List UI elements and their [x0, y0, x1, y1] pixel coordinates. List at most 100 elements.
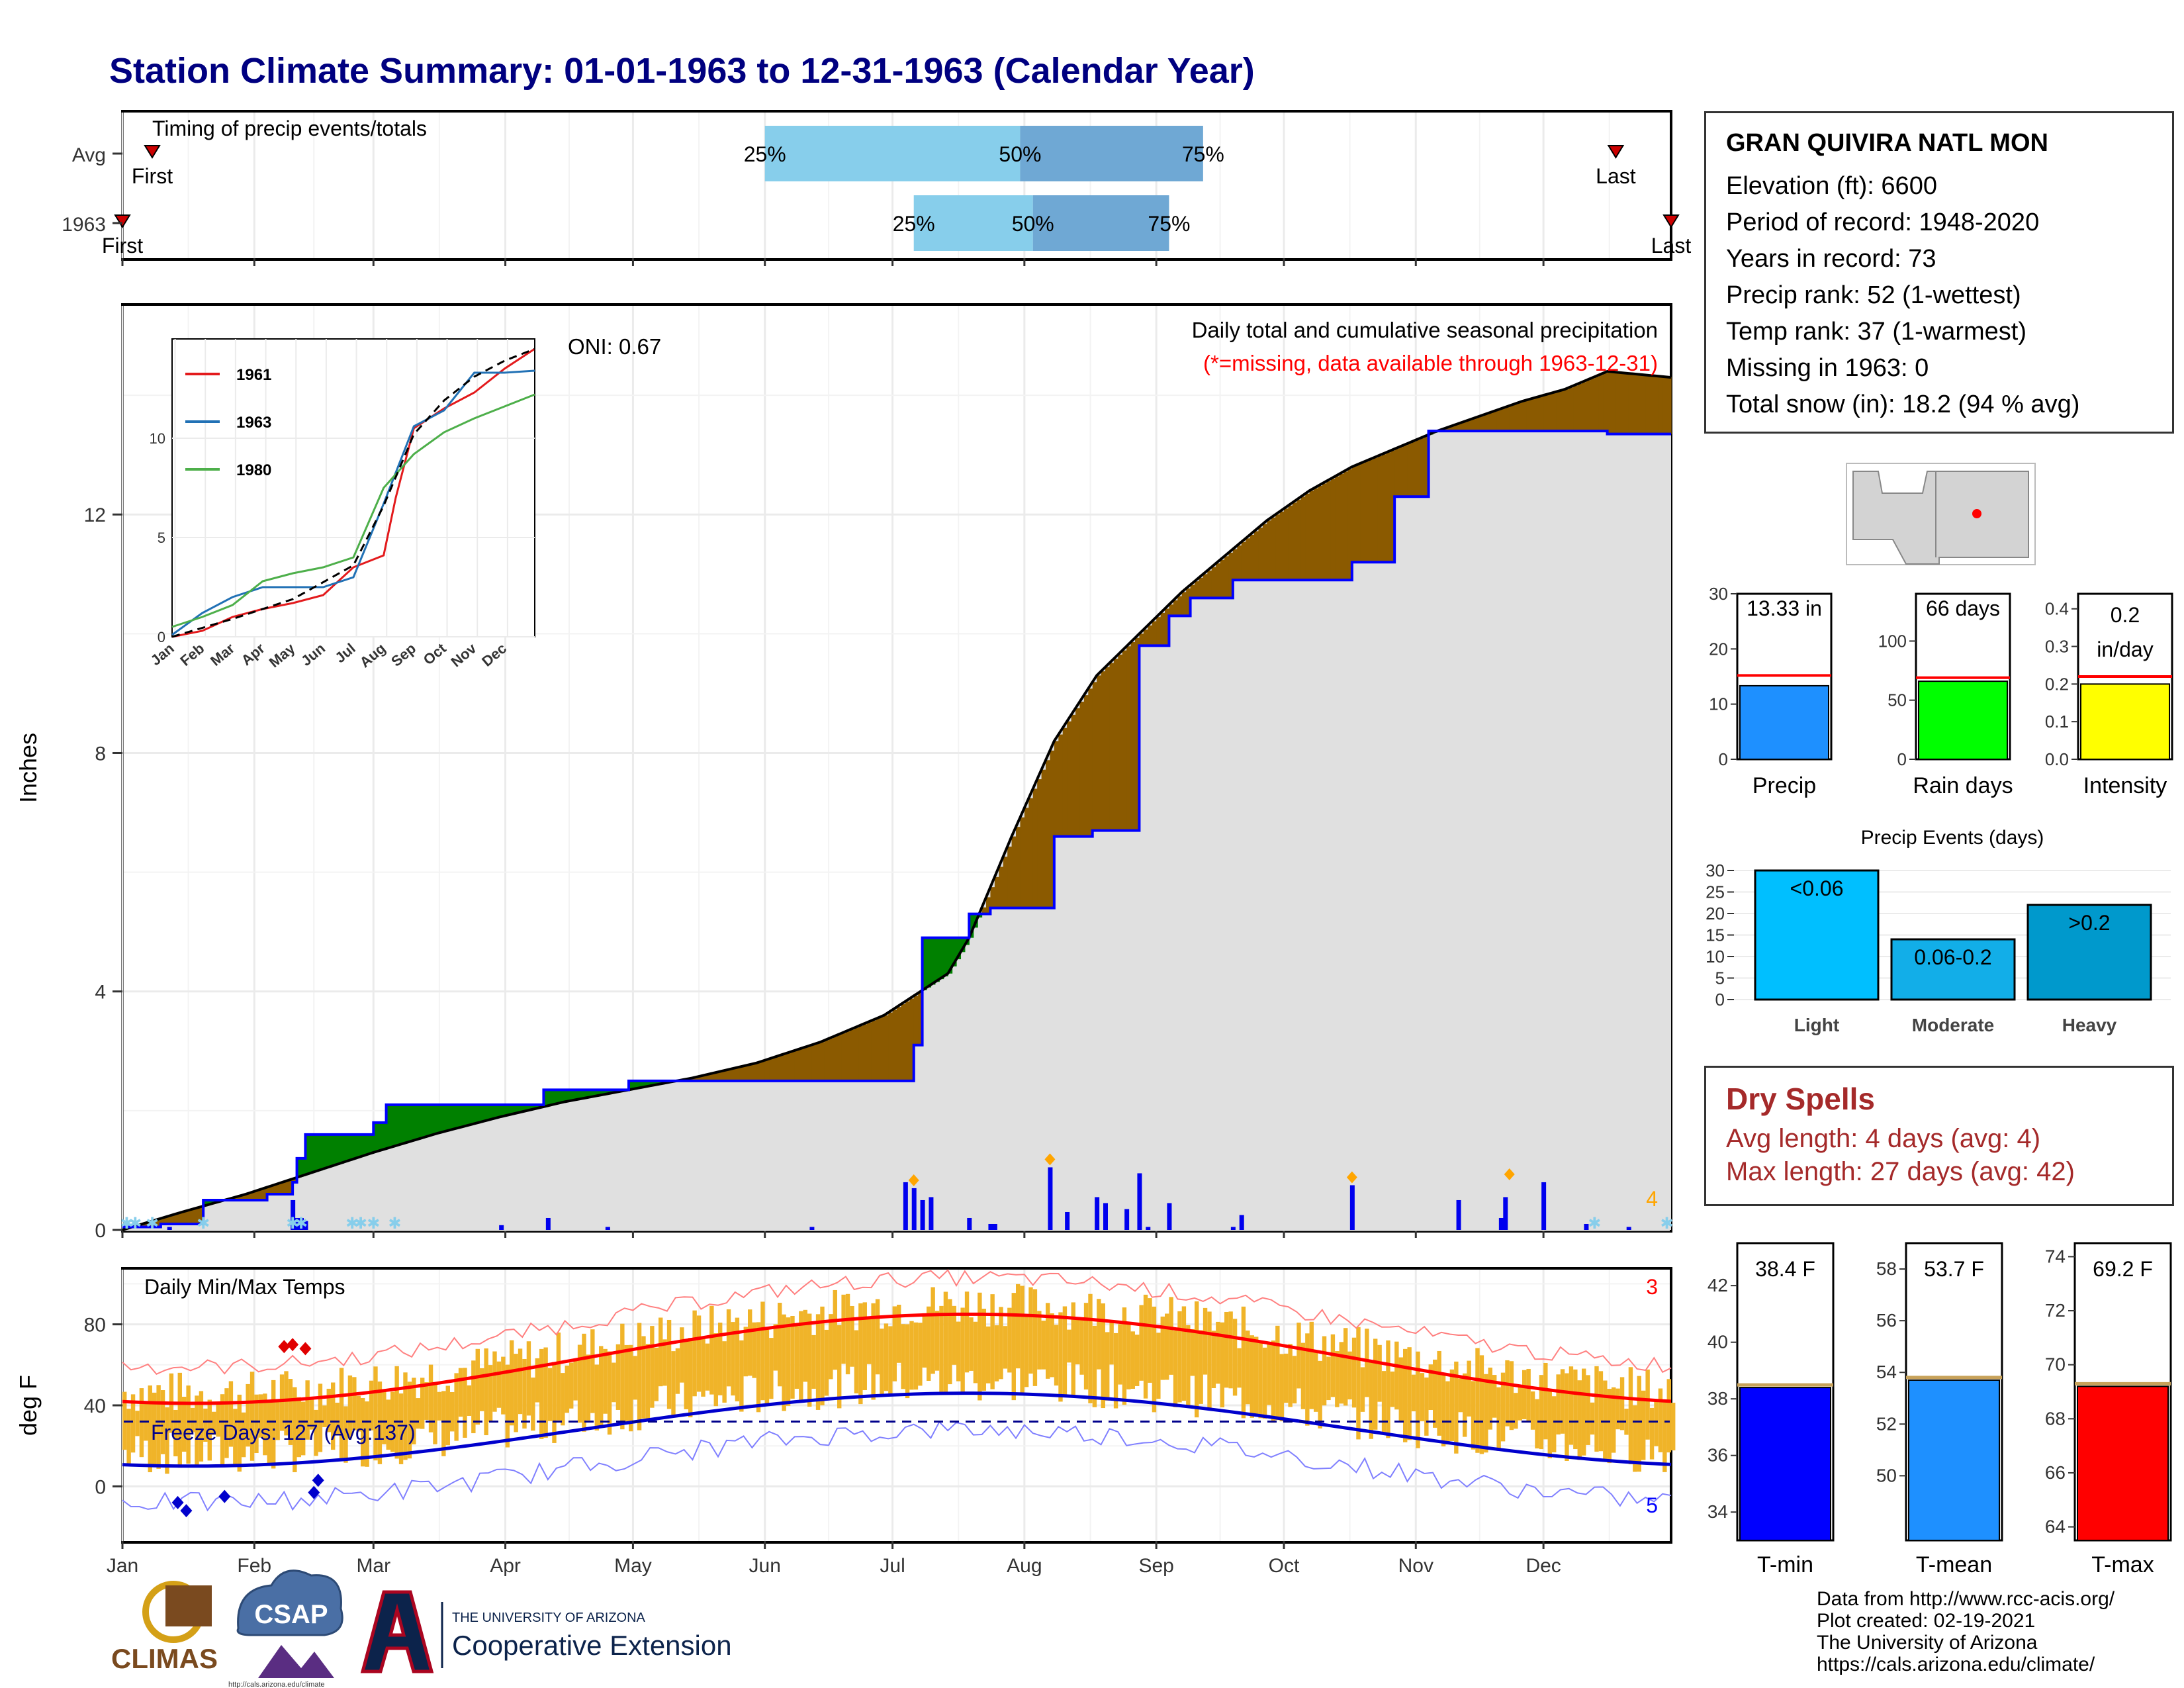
daily-temp-bar: [454, 1373, 459, 1441]
mini-bar-tick-label: 0.2: [2045, 674, 2069, 694]
daily-temp-bar: [352, 1377, 357, 1430]
departure-fill: [1109, 663, 1115, 831]
daily-temp-bar: [475, 1348, 480, 1425]
inset-series-1963: [171, 369, 535, 636]
daily-temp-bar: [590, 1329, 595, 1413]
daily-temp-bar: [722, 1341, 727, 1403]
daily-precip-bar: [1239, 1215, 1244, 1230]
daily-temp-bar: [969, 1317, 974, 1371]
daily-temp-bar: [488, 1365, 493, 1422]
temp-bar-tick-label: 52: [1876, 1413, 1897, 1434]
departure-fill: [305, 1134, 310, 1175]
daily-temp-bar: [1079, 1320, 1084, 1375]
departure-fill: [144, 1223, 149, 1227]
daily-temp-bar: [867, 1317, 872, 1364]
daily-precip-bar: [291, 1199, 296, 1230]
daily-temp-bar: [1496, 1387, 1501, 1451]
departure-fill: [496, 1104, 502, 1118]
timing-bar-q50-q75: [1020, 126, 1203, 181]
departure-fill: [1203, 574, 1208, 598]
departure-fill: [365, 1134, 370, 1156]
departure-fill: [1339, 473, 1344, 581]
departure-fill: [641, 1080, 647, 1088]
departure-fill: [1130, 641, 1136, 831]
departure-fill: [1165, 608, 1170, 646]
departure-fill: [1292, 502, 1297, 581]
departure-fill: [522, 1104, 527, 1112]
daily-temp-bar: [1109, 1320, 1114, 1365]
temp-bar-label: T-min: [1757, 1552, 1813, 1577]
departure-fill: [398, 1104, 404, 1145]
departure-fill: [948, 937, 953, 974]
footer-line-3: The University of Arizona: [1817, 1632, 2038, 1654]
timing-row-label: 1963: [62, 214, 106, 236]
precip-events-chart: Precip Events (days) 0 5 10 15 20 25 30 <0.06 Lig…: [1706, 827, 2171, 1035]
daily-temp-bar: [1603, 1380, 1608, 1460]
daily-temp-bar: [918, 1323, 923, 1386]
mini-bar-tick-label: 0.1: [2045, 712, 2069, 731]
departure-fill: [918, 993, 923, 1045]
daily-temp-bar: [948, 1299, 952, 1385]
normal-cumulative-area: [122, 371, 1671, 1230]
daily-temp-bar: [659, 1317, 663, 1387]
daily-precip-bar: [167, 1227, 172, 1230]
departure-fill: [645, 1080, 651, 1087]
departure-fill: [1160, 612, 1165, 646]
daily-temp-bar: [1152, 1306, 1157, 1413]
timing-row-label: Avg: [72, 144, 106, 166]
departure-fill: [271, 1186, 277, 1194]
temp-bar-value-label: 38.4 F: [1755, 1257, 1815, 1281]
departure-fill: [1619, 372, 1625, 434]
departure-fill: [854, 1027, 859, 1081]
last-event-marker: [1662, 214, 1680, 228]
departure-fill: [599, 1090, 604, 1096]
daily-temp-bar: [1041, 1321, 1046, 1370]
daily-precip-bar: [1048, 1167, 1053, 1230]
daily-temp-bar: [412, 1378, 416, 1444]
daily-temp-bar: [1377, 1344, 1382, 1402]
departure-fill: [1181, 592, 1187, 616]
departure-fill: [1381, 454, 1387, 563]
daily-temp-bar: [662, 1339, 667, 1386]
figure-title: Station Climate Summary: 01-01-1963 to 1…: [109, 51, 1255, 91]
daily-temp-bar: [314, 1409, 318, 1456]
departure-fill: [862, 1024, 868, 1081]
snow-marker: ✱: [295, 1215, 308, 1233]
station-total-snow: Total snow (in): 18.2 (94 % avg): [1726, 391, 2080, 418]
daily-precip-bar: [1349, 1185, 1355, 1230]
inset-series-1980: [171, 393, 535, 628]
departure-fill: [1118, 654, 1123, 831]
departure-fill: [799, 1049, 804, 1081]
daily-temp-bar: [492, 1351, 497, 1412]
daily-temp-bar: [1607, 1389, 1612, 1464]
departure-fill: [990, 887, 995, 908]
departure-fill: [1386, 452, 1391, 563]
mini-bar-tick-label: 0: [1719, 749, 1728, 769]
daily-temp-bar: [1645, 1369, 1650, 1440]
departure-fill: [1220, 559, 1225, 598]
departure-fill: [1335, 476, 1340, 581]
daily-temp-bar: [526, 1341, 531, 1416]
daily-temp-bar: [1169, 1297, 1173, 1375]
departure-fill: [1514, 404, 1519, 432]
departure-fill: [713, 1072, 719, 1081]
departure-fill: [1305, 493, 1310, 581]
daily-temp-bar: [539, 1348, 544, 1439]
daily-temp-bar: [309, 1398, 314, 1430]
daily-temp-bar: [1577, 1380, 1582, 1460]
daily-temp-bar: [1113, 1333, 1118, 1409]
normal-min-line: [122, 1391, 1672, 1468]
departure-fill: [475, 1104, 480, 1123]
record-high-marker: [299, 1342, 312, 1356]
departure-fill: [1101, 671, 1106, 831]
daily-temp-bar: [858, 1303, 863, 1405]
daily-temp-bar: [271, 1380, 276, 1469]
departure-fill: [590, 1090, 596, 1098]
departure-fill: [1186, 588, 1191, 616]
first-event-label: First: [102, 234, 143, 258]
daily-temp-bar: [905, 1324, 910, 1399]
departure-fill: [1288, 505, 1293, 581]
departure-fill: [790, 1052, 796, 1081]
departure-fill: [1258, 528, 1263, 581]
departure-fill: [1237, 545, 1242, 581]
